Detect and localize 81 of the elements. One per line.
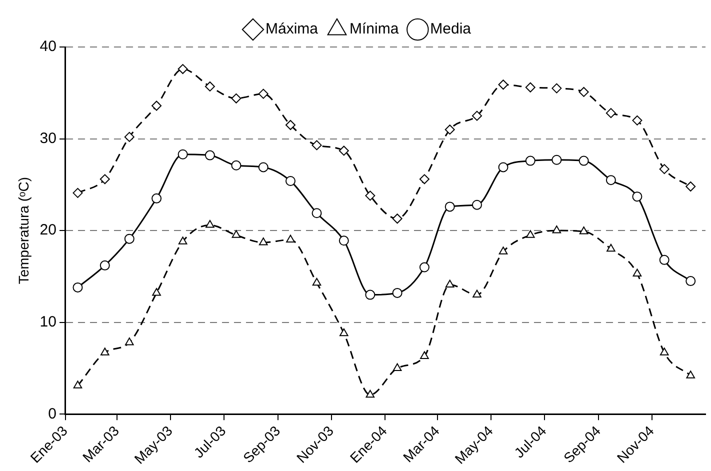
point [72,282,83,292]
point [525,156,536,166]
point [178,64,188,74]
point [152,100,162,111]
point [204,150,215,160]
point [312,140,322,150]
point [312,208,322,218]
point [231,160,242,170]
point [606,108,616,118]
point [660,348,669,356]
point [420,351,429,360]
point [366,390,375,398]
point [152,193,162,204]
point [152,288,161,296]
point [340,328,348,336]
point [445,280,454,288]
point [258,162,268,172]
point [552,154,562,165]
point [552,83,562,94]
point [419,174,430,184]
point [444,202,455,212]
point [472,200,482,210]
point [73,380,82,388]
point [285,176,296,186]
point [686,370,696,378]
y-tick-label: 30 [40,130,56,147]
point [124,132,134,142]
y-tick-label: 40 [40,38,56,56]
point [472,290,482,298]
point [100,260,110,270]
point [286,234,295,242]
point [178,236,188,244]
point [579,226,588,234]
point [392,288,402,298]
point [606,175,616,186]
point [552,226,562,234]
point [365,190,376,201]
legend-label: Media [430,20,472,38]
point [632,268,642,276]
point [498,162,508,172]
point [525,82,536,92]
y-tick-label: 20 [40,222,56,239]
point [206,220,214,228]
point [578,86,589,97]
point [472,110,482,121]
point [419,262,430,272]
point [232,230,241,238]
point [125,338,134,346]
point [178,149,188,160]
y-axis-title: Temperatura (ᵒC) [15,176,32,284]
point [231,93,242,104]
point [204,81,215,92]
point [632,115,642,126]
point [498,246,508,254]
point [338,146,349,156]
point [659,254,670,265]
point [72,188,83,198]
point [659,164,670,174]
point [578,156,589,166]
legend-label: Máxima [265,20,319,38]
point [632,192,642,202]
point [392,214,402,224]
point [686,182,696,192]
point [124,234,134,244]
point [365,290,376,300]
point [686,276,696,286]
legend-label: Mínima [349,20,400,38]
point [312,278,322,286]
point [498,80,508,90]
point [444,124,455,135]
point [258,237,268,246]
point [338,236,349,246]
point [285,120,296,130]
point [526,230,535,238]
y-tick-label: 0 [48,405,56,422]
point [392,363,402,371]
point [100,174,110,184]
y-tick-label: 10 [40,313,56,330]
point [606,244,616,252]
point [100,348,110,356]
point [258,88,268,99]
